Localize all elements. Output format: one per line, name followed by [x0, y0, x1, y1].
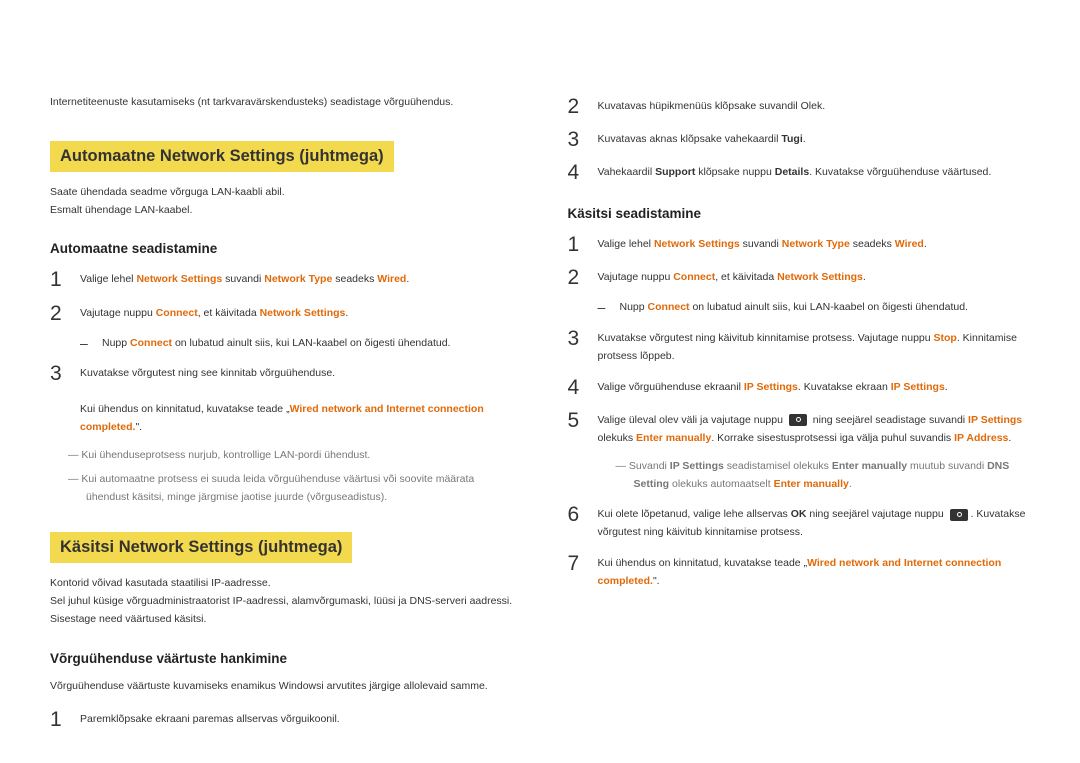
intro-text: Internetiteenuste kasutamiseks (nt tarkv… — [50, 95, 513, 111]
para: Võrguühenduse väärtuste kuvamiseks enami… — [50, 678, 513, 696]
step-number: 1 — [568, 233, 584, 256]
step-text: Vajutage nuppu Connect, et käivitada Net… — [598, 266, 1031, 287]
sub-step-row: ‒ Nupp Connect on lubatud ainult siis, k… — [598, 299, 1031, 317]
step-row: 2 Vajutage nuppu Connect, et käivitada N… — [568, 266, 1031, 289]
sub-step-text: Nupp Connect on lubatud ainult siis, kui… — [102, 335, 513, 353]
step-row: 4 Vahekaardil Support klõpsake nuppu Det… — [568, 161, 1031, 184]
two-column-layout: Internetiteenuste kasutamiseks (nt tarkv… — [50, 95, 1030, 741]
step-number: 2 — [568, 95, 584, 118]
step-number: 3 — [568, 327, 584, 350]
step-text: Kuvatavas aknas klõpsake vahekaardil Tug… — [598, 128, 1031, 149]
para: Saate ühendada seadme võrguga LAN-kaabli… — [50, 184, 513, 202]
step-number: 2 — [50, 302, 66, 325]
step-text: Vahekaardil Support klõpsake nuppu Detai… — [598, 161, 1031, 182]
step-text: Valige lehel Network Settings suvandi Ne… — [80, 268, 513, 289]
step-text: Kuvatavas hüpikmenüüs klõpsake suvandil … — [598, 95, 1031, 116]
note-text: ― Kui automaatne protsess ei suuda leida… — [68, 471, 513, 507]
enter-button-icon — [789, 414, 807, 426]
sub-heading-auto-setup: Automaatne seadistamine — [50, 241, 513, 256]
para: Sel juhul küsige võrguadministraatorist … — [50, 593, 513, 629]
left-column: Internetiteenuste kasutamiseks (nt tarkv… — [50, 95, 513, 741]
step-text: Valige võrguühenduse ekraanil IP Setting… — [598, 376, 1031, 397]
step-number: 2 — [568, 266, 584, 289]
step-number: 7 — [568, 552, 584, 575]
step-number: 5 — [568, 409, 584, 432]
step-text: Paremklõpsake ekraani paremas allservas … — [80, 708, 513, 729]
step-text: Kuvatakse võrgutest ning see kinnitab võ… — [80, 362, 513, 436]
sub-heading-manual-setup: Käsitsi seadistamine — [568, 206, 1031, 221]
section-heading-manual: Käsitsi Network Settings (juhtmega) — [50, 532, 352, 563]
step-row: 7 Kui ühendus on kinnitatud, kuvatakse t… — [568, 552, 1031, 591]
step-row: 3 Kuvatavas aknas klõpsake vahekaardil T… — [568, 128, 1031, 151]
dash-icon: ‒ — [598, 299, 606, 316]
para: Kontorid võivad kasutada staatilisi IP-a… — [50, 575, 513, 593]
step-row: 3 Kuvatakse võrgutest ning käivitub kinn… — [568, 327, 1031, 366]
step-number: 6 — [568, 503, 584, 526]
step-row: 5 Valige üleval olev väli ja vajutage nu… — [568, 409, 1031, 448]
step-row: 1 Valige lehel Network Settings suvandi … — [568, 233, 1031, 256]
step-row: 2 Vajutage nuppu Connect, et käivitada N… — [50, 302, 513, 325]
step-number: 3 — [50, 362, 66, 385]
step-number: 1 — [50, 708, 66, 731]
step-number: 3 — [568, 128, 584, 151]
right-column: 2 Kuvatavas hüpikmenüüs klõpsake suvandi… — [568, 95, 1031, 741]
step-number: 4 — [568, 376, 584, 399]
step-text: Kui ühendus on kinnitatud, kuvatakse tea… — [598, 552, 1031, 591]
step-row: 3 Kuvatakse võrgutest ning see kinnitab … — [50, 362, 513, 436]
step-text: Kuvatakse võrgutest ning käivitub kinnit… — [598, 327, 1031, 366]
sub-heading-values: Võrguühenduse väärtuste hankimine — [50, 651, 513, 666]
para: Esmalt ühendage LAN-kaabel. — [50, 202, 513, 220]
note-text: ― Kui ühenduseprotsess nurjub, kontrolli… — [68, 447, 513, 465]
step-row: 1 Valige lehel Network Settings suvandi … — [50, 268, 513, 291]
note-text: ― Suvandi IP Settings seadistamisel olek… — [616, 458, 1031, 494]
sub-step-text: Nupp Connect on lubatud ainult siis, kui… — [620, 299, 1031, 317]
step-text: Vajutage nuppu Connect, et käivitada Net… — [80, 302, 513, 323]
step-text: Valige lehel Network Settings suvandi Ne… — [598, 233, 1031, 254]
sub-step-row: ‒ Nupp Connect on lubatud ainult siis, k… — [80, 335, 513, 353]
step-row: 2 Kuvatavas hüpikmenüüs klõpsake suvandi… — [568, 95, 1031, 118]
section-heading-auto: Automaatne Network Settings (juhtmega) — [50, 141, 394, 172]
step-number: 4 — [568, 161, 584, 184]
step-text: Kui olete lõpetanud, valige lehe allserv… — [598, 503, 1031, 542]
enter-button-icon — [950, 509, 968, 521]
step-row: 1 Paremklõpsake ekraani paremas allserva… — [50, 708, 513, 731]
step-number: 1 — [50, 268, 66, 291]
step-row: 4 Valige võrguühenduse ekraanil IP Setti… — [568, 376, 1031, 399]
step-row: 6 Kui olete lõpetanud, valige lehe allse… — [568, 503, 1031, 542]
dash-icon: ‒ — [80, 335, 88, 352]
step-text: Valige üleval olev väli ja vajutage nupp… — [598, 409, 1031, 448]
